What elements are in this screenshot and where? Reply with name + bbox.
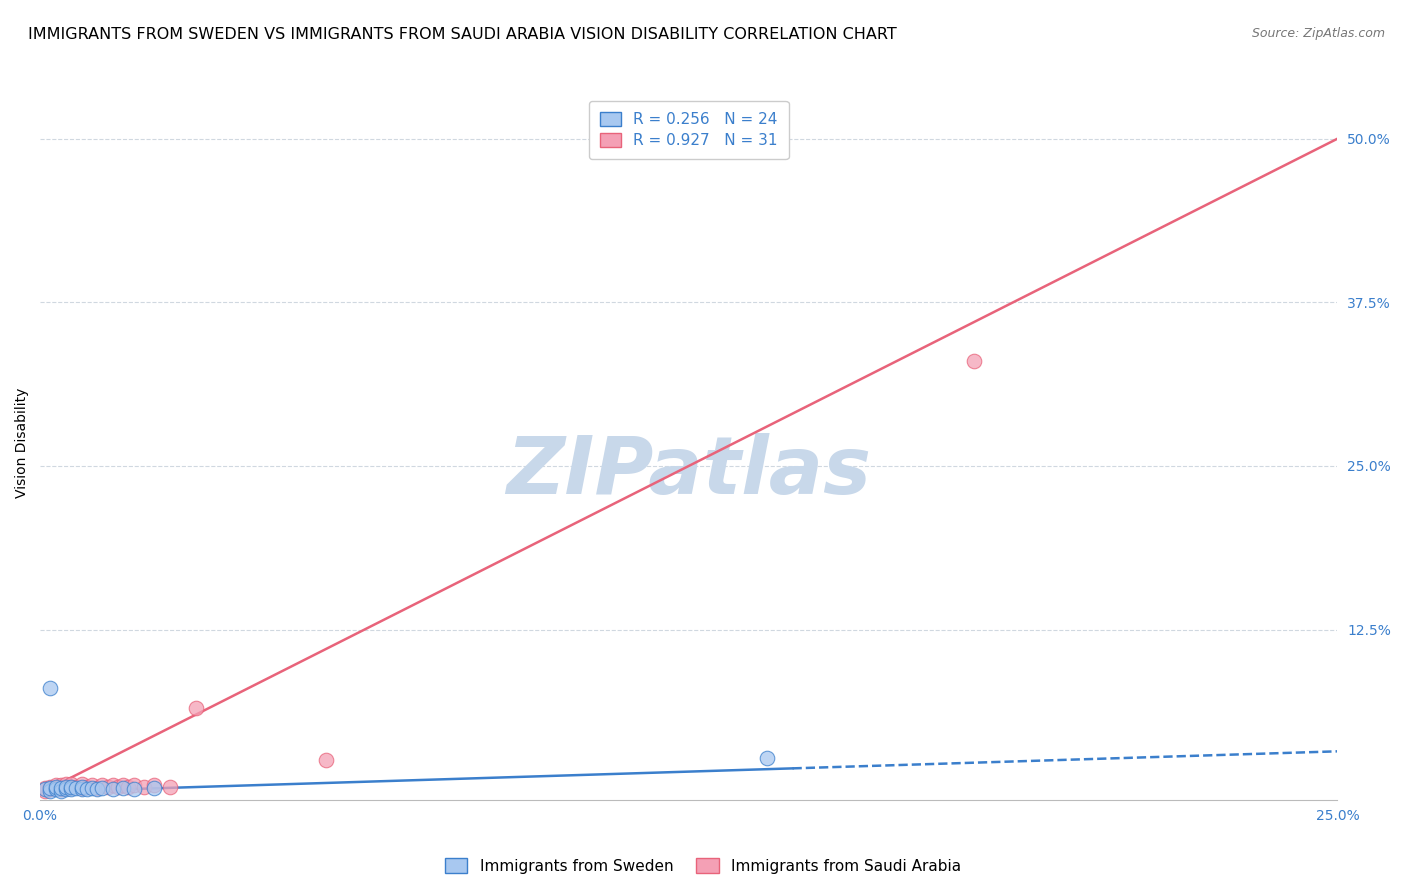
Point — [755, 751, 778, 765]
Point — [97, 780, 120, 794]
Point — [112, 780, 135, 795]
Point — [143, 778, 166, 792]
Point — [34, 783, 56, 797]
Point — [70, 780, 93, 794]
Text: ZIPatlas: ZIPatlas — [506, 433, 872, 510]
Point — [45, 778, 67, 792]
Point — [80, 780, 103, 795]
Point — [45, 782, 67, 797]
Point — [184, 701, 207, 715]
Point — [101, 782, 124, 797]
Point — [39, 780, 62, 795]
Point — [963, 354, 986, 368]
Point — [122, 782, 145, 797]
Point — [76, 780, 98, 794]
Point — [65, 780, 87, 794]
Point — [70, 782, 93, 797]
Point — [34, 780, 56, 795]
Point — [39, 681, 62, 696]
Point — [49, 778, 72, 792]
Point — [107, 780, 129, 794]
Point — [45, 780, 67, 794]
Point — [101, 778, 124, 792]
Point — [117, 780, 139, 794]
Point — [315, 754, 337, 768]
Point — [86, 780, 108, 795]
Point — [39, 780, 62, 794]
Point — [55, 780, 77, 795]
Point — [45, 780, 67, 795]
Legend: Immigrants from Sweden, Immigrants from Saudi Arabia: Immigrants from Sweden, Immigrants from … — [439, 852, 967, 880]
Point — [143, 780, 166, 795]
Point — [76, 782, 98, 797]
Point — [39, 782, 62, 797]
Point — [39, 783, 62, 797]
Point — [55, 782, 77, 797]
Point — [112, 778, 135, 792]
Legend: R = 0.256   N = 24, R = 0.927   N = 31: R = 0.256 N = 24, R = 0.927 N = 31 — [589, 101, 789, 159]
Y-axis label: Vision Disability: Vision Disability — [15, 388, 30, 499]
Point — [70, 780, 93, 795]
Point — [132, 780, 155, 794]
Point — [86, 782, 108, 797]
Point — [49, 782, 72, 797]
Point — [159, 780, 181, 794]
Point — [60, 777, 83, 791]
Point — [49, 783, 72, 797]
Text: Source: ZipAtlas.com: Source: ZipAtlas.com — [1251, 27, 1385, 40]
Point — [49, 780, 72, 795]
Point — [91, 778, 114, 792]
Text: IMMIGRANTS FROM SWEDEN VS IMMIGRANTS FROM SAUDI ARABIA VISION DISABILITY CORRELA: IMMIGRANTS FROM SWEDEN VS IMMIGRANTS FRO… — [28, 27, 897, 42]
Point — [55, 780, 77, 794]
Point — [91, 780, 114, 795]
Point — [80, 778, 103, 792]
Point — [60, 782, 83, 797]
Point — [34, 782, 56, 797]
Point — [55, 777, 77, 791]
Point — [65, 780, 87, 795]
Point — [60, 780, 83, 794]
Point — [122, 778, 145, 792]
Point — [70, 777, 93, 791]
Point — [60, 780, 83, 794]
